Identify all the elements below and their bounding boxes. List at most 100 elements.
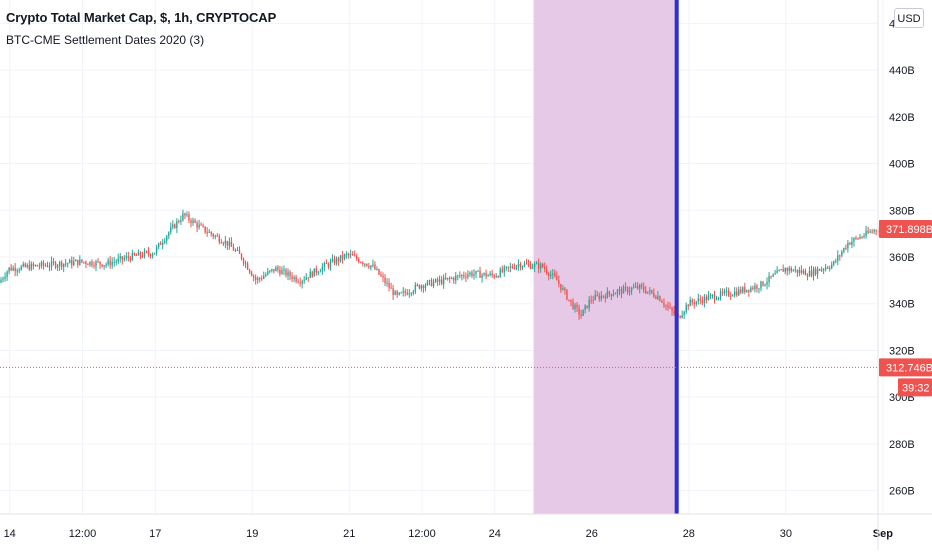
candle-body [469,272,471,275]
candle-body [424,285,427,289]
candle-body [655,296,657,299]
candle-body [256,278,259,280]
candle-body [246,263,249,270]
candle-body [602,295,605,297]
candle-body [788,268,790,271]
candle-body [392,288,394,295]
candle-body [697,298,700,302]
x-tick-label: 30 [780,528,792,540]
candle-body [519,263,522,268]
candle-body [117,258,119,262]
candle-body [226,240,229,246]
candle-body [671,307,673,311]
candle-body [665,305,667,307]
candle-body [758,288,760,290]
countdown-tag-bg [898,378,932,397]
candle-body [657,296,659,299]
candle-body [303,279,305,281]
candle-body [701,300,704,303]
candle-body [40,262,43,267]
candle-body [796,269,799,273]
y-tick-label: 320B [889,345,915,357]
candle-body [56,265,59,268]
candle-body [418,284,421,289]
candle-body [139,252,142,256]
candle-body [808,270,811,277]
candle-body [444,277,447,280]
candle-body [517,263,520,266]
currency-button[interactable]: USD [894,8,924,28]
candle-body [495,276,497,278]
candle-body [566,290,568,300]
candle-body [97,261,99,263]
candle-body [663,302,665,306]
candle-body [319,271,322,273]
candle-body [404,291,406,293]
candle-body [87,263,89,265]
candle-body [91,261,93,266]
candle-body [12,267,14,271]
candle-body [562,288,564,290]
candle-body [604,296,607,299]
candle-body [198,224,200,228]
candle-body [406,292,408,295]
candle-body [360,262,362,264]
candle-body [558,280,560,284]
candle-body [869,231,871,233]
candle-body [560,283,562,290]
candle-body [77,259,79,265]
x-tick-label: Sep [873,528,893,540]
candle-body [756,285,758,289]
candle-body [206,232,208,234]
indicator-label[interactable]: BTC-CME Settlement Dates 2020 (3) [6,33,205,47]
candle-body [408,293,410,295]
candle-body [691,299,693,303]
candle-body [843,248,845,252]
candle-body [828,268,831,270]
candle-body [481,274,483,278]
candle-body [457,275,459,277]
candle-body [681,315,683,318]
candle-body [857,238,859,240]
candle-body [38,266,41,268]
candle-body [459,275,461,277]
candle-body [109,260,111,266]
candle-body [667,305,669,308]
candle-body [608,291,611,294]
candle-body [574,304,576,309]
candle-body [293,277,295,279]
last-price-tag-bg [879,219,932,238]
candle-body [287,271,289,276]
candle-body [699,298,702,301]
candle-body [833,261,835,265]
candle-body [497,276,499,278]
candle-body [64,263,67,265]
candle-body [837,255,839,261]
candle-body [659,296,661,301]
candle-body [733,291,736,296]
candle-body [93,265,95,267]
candle-body [430,280,433,287]
x-tick-label: 28 [683,528,695,540]
candle-body [376,269,378,271]
candle-body [867,230,869,233]
candle-body [412,291,415,294]
candle-body [69,260,71,264]
y-tick-label: 260B [889,486,915,498]
candle-body [141,255,144,257]
candle-body [610,293,613,296]
candle-body [240,253,243,259]
candle-body [101,264,103,267]
candle-body [2,278,4,280]
candle-body [473,273,475,276]
candle-body [588,299,590,308]
candle-body [600,295,603,300]
candle-body [119,256,121,259]
candle-body [768,275,770,283]
candle-body [26,264,28,267]
candle-body [812,268,815,276]
candle-body [544,267,546,270]
candle-body [731,295,734,297]
